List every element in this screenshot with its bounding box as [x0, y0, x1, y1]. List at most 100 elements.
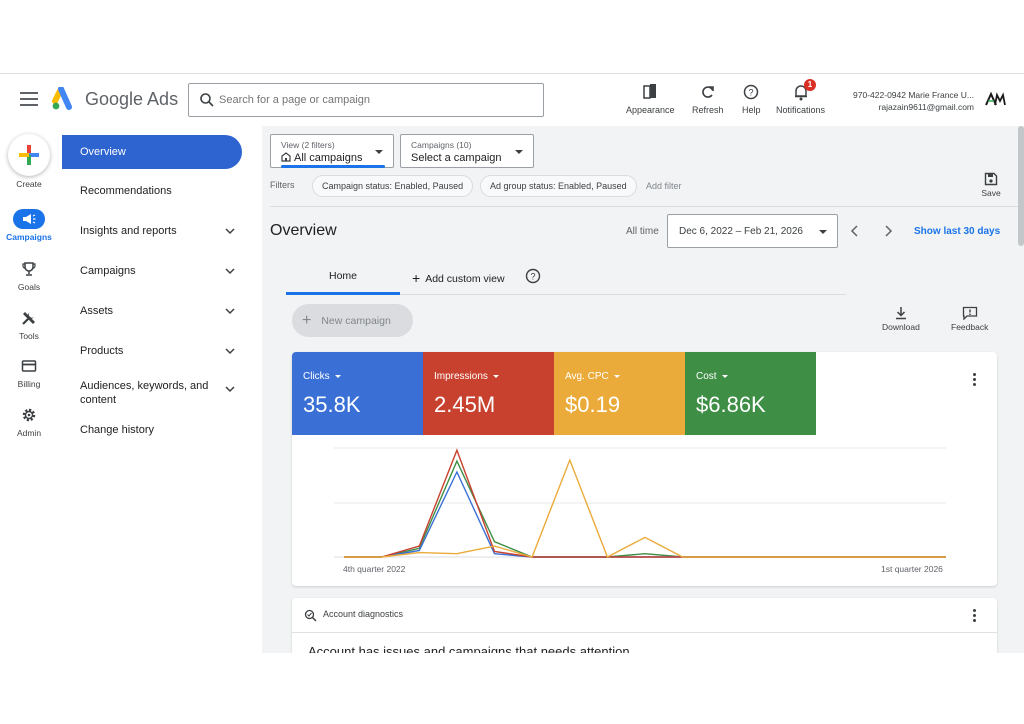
nav-item-assets[interactable]: Assets — [62, 294, 242, 328]
google-ads-app: Google Ads Appearance Refresh — [0, 73, 1024, 653]
filter-chip-adgroup-status[interactable]: Ad group status: Enabled, Paused — [480, 175, 637, 197]
metric-name-text: Avg. CPC — [565, 371, 609, 382]
page-scrollbar[interactable] — [1018, 126, 1024, 246]
rail-item-admin[interactable]: Admin — [0, 405, 58, 438]
more-options-icon[interactable] — [969, 607, 979, 623]
campaign-select-dropdown[interactable]: Campaigns (10) Select a campaign — [400, 134, 534, 168]
date-range-text: Dec 6, 2022 – Feb 21, 2026 — [679, 226, 803, 237]
filter-chip-campaign-status[interactable]: Campaign status: Enabled, Paused — [312, 175, 474, 197]
add-custom-view-label: Add custom view — [425, 273, 505, 285]
filters-label: Filters — [270, 180, 295, 190]
download-label: Download — [882, 322, 920, 332]
top-header: Google Ads Appearance Refresh — [0, 74, 1024, 126]
save-icon — [984, 172, 998, 186]
nav-item-campaigns[interactable]: Campaigns — [62, 254, 242, 288]
refresh-icon — [701, 86, 714, 98]
active-underline — [281, 165, 385, 168]
caret-down-icon — [492, 374, 499, 378]
plus-icon — [19, 145, 39, 165]
add-filter-link[interactable]: Add filter — [646, 181, 682, 191]
metric-cost[interactable]: Cost $6.86K — [685, 352, 816, 435]
chevron-left-icon[interactable] — [848, 224, 862, 238]
save-button[interactable]: Save — [976, 172, 1006, 198]
help-icon[interactable]: ? — [525, 268, 541, 284]
nav-item-label: Insights and reports — [80, 225, 177, 237]
create-label: Create — [16, 179, 42, 189]
nav-item-recommendations[interactable]: Recommendations — [62, 174, 242, 208]
view-filter-dropdown[interactable]: View (2 filters) All campaigns — [270, 134, 394, 168]
left-rail: Create Campaigns Goa — [0, 126, 58, 653]
metric-name: Clicks — [303, 371, 341, 382]
account-info[interactable]: 970-422-0942 Marie France U... rajazain9… — [848, 89, 974, 113]
performance-line-chart — [334, 447, 946, 558]
diagnostics-search-icon — [304, 609, 317, 622]
appearance-button[interactable]: Appearance — [626, 82, 675, 115]
rail-goals-label: Goals — [17, 282, 41, 292]
page-title: Overview — [270, 222, 337, 239]
search-input[interactable] — [219, 90, 519, 110]
view-filter-small: View (2 filters) — [281, 140, 335, 150]
caret-down-icon — [721, 374, 728, 378]
campaigns-small: Campaigns (10) — [411, 140, 472, 150]
plus-icon: + — [302, 311, 312, 329]
tab-home[interactable]: Home — [328, 270, 357, 282]
caret-down-icon — [375, 150, 383, 154]
rail-admin-label: Admin — [16, 428, 42, 438]
series-line-impressions — [344, 448, 946, 558]
metric-clicks[interactable]: Clicks 35.8K — [292, 352, 423, 435]
rail-item-tools[interactable]: Tools — [0, 308, 58, 341]
new-campaign-label: New campaign — [321, 314, 391, 327]
metric-name: Avg. CPC — [565, 371, 620, 382]
trophy-icon — [22, 262, 36, 276]
search-box[interactable] — [188, 83, 544, 117]
menu-icon[interactable] — [18, 88, 40, 110]
diagnostics-title: Account diagnostics — [323, 609, 404, 619]
refresh-button[interactable]: Refresh — [692, 82, 724, 115]
search-icon — [200, 93, 214, 107]
download-button[interactable]: Download — [882, 306, 920, 332]
metric-avg-cpc[interactable]: Avg. CPC $0.19 — [554, 352, 685, 435]
tools-icon — [22, 312, 35, 325]
megaphone-icon — [23, 214, 36, 224]
create-button[interactable] — [8, 134, 50, 176]
x-axis-start-label: 4th quarter 2022 — [343, 564, 406, 574]
notifications-label: Notifications — [776, 105, 826, 115]
building-icon — [281, 152, 291, 162]
rail-campaigns-label: Campaigns — [6, 232, 52, 242]
date-range-picker[interactable]: Dec 6, 2022 – Feb 21, 2026 — [667, 214, 838, 248]
nav-item-label: Overview — [80, 146, 126, 158]
caret-down-icon — [613, 374, 620, 378]
nav-item-products[interactable]: Products — [62, 334, 242, 368]
metric-name: Impressions — [434, 371, 499, 382]
nav-item-change-history[interactable]: Change history — [62, 413, 242, 447]
metric-value: $0.19 — [565, 392, 621, 417]
rail-item-goals[interactable]: Goals — [0, 259, 58, 292]
nav-item-audiences[interactable]: Audiences, keywords, and content — [62, 373, 242, 413]
credit-card-icon — [21, 360, 37, 372]
new-campaign-button[interactable]: + New campaign — [292, 304, 413, 337]
add-custom-view-button[interactable]: + Add custom view — [412, 270, 505, 286]
download-icon — [895, 307, 906, 320]
nav-item-overview[interactable]: Overview — [62, 135, 242, 169]
more-options-icon[interactable] — [969, 371, 979, 387]
metric-impressions[interactable]: Impressions 2.45M — [423, 352, 554, 435]
help-button[interactable]: ? Help — [742, 82, 761, 115]
metric-name-text: Impressions — [434, 371, 488, 382]
nav-item-label: Products — [80, 345, 124, 357]
nav-item-insights[interactable]: Insights and reports — [62, 214, 242, 248]
chevron-down-icon — [225, 308, 235, 315]
rail-item-campaigns[interactable]: Campaigns — [0, 209, 58, 242]
caret-down-icon — [334, 374, 341, 378]
chevron-right-icon[interactable] — [881, 224, 895, 238]
avatar[interactable] — [984, 90, 1006, 108]
notifications-button[interactable]: Notifications — [776, 82, 825, 115]
rail-item-billing[interactable]: Billing — [0, 356, 58, 389]
chevron-down-icon — [225, 268, 235, 275]
show-last-30-days-link[interactable]: Show last 30 days — [914, 226, 1001, 237]
appearance-icon — [643, 84, 657, 99]
svg-text:?: ? — [749, 88, 754, 98]
feedback-button[interactable]: Feedback — [951, 306, 988, 332]
feedback-label: Feedback — [951, 322, 989, 332]
plus-icon: + — [412, 270, 421, 286]
divider — [270, 206, 1018, 207]
